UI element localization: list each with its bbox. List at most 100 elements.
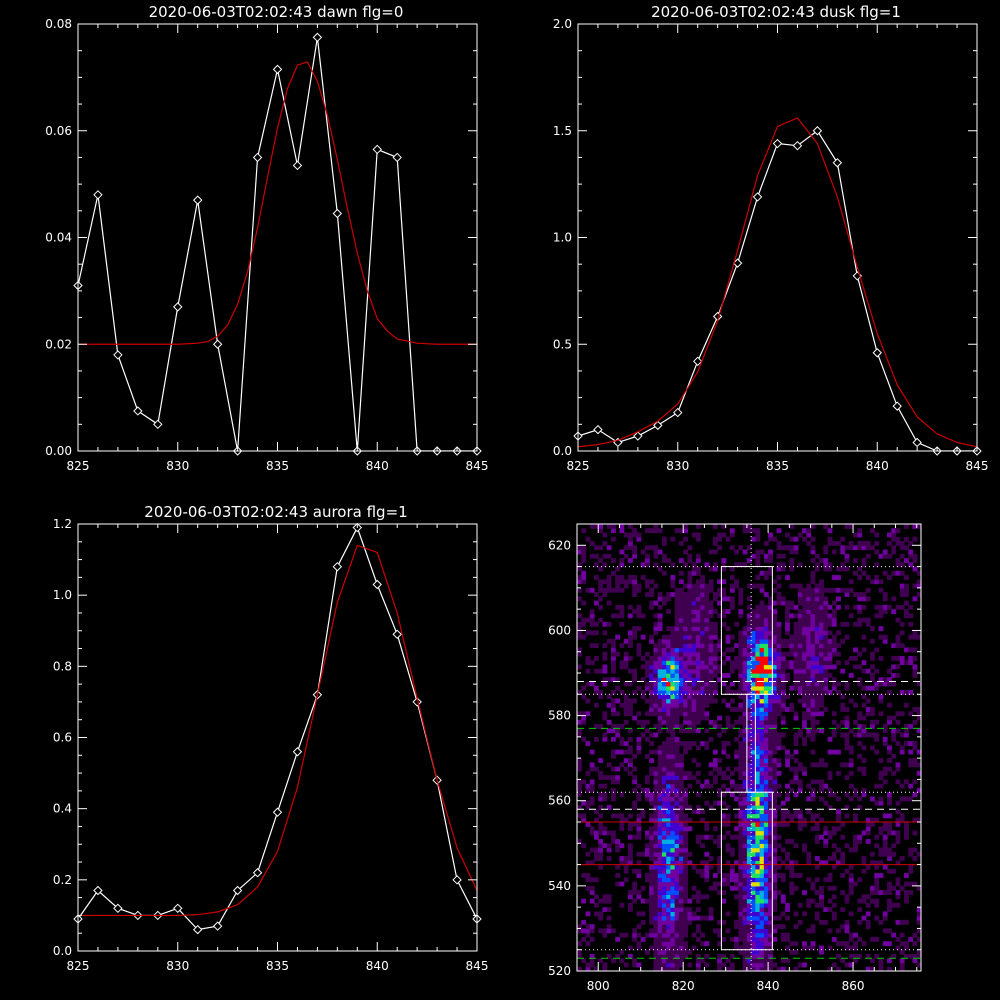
image-pixel bbox=[780, 562, 786, 568]
image-pixel bbox=[810, 762, 816, 768]
image-pixel bbox=[759, 898, 765, 904]
image-pixel bbox=[700, 660, 706, 666]
image-pixel bbox=[776, 643, 782, 649]
image-pixel bbox=[577, 651, 582, 657]
image-pixel bbox=[857, 728, 863, 734]
image-pixel bbox=[759, 822, 765, 827]
image-pixel bbox=[678, 707, 684, 712]
image-pixel bbox=[738, 902, 744, 908]
image-pixel bbox=[619, 528, 625, 534]
dawn-xtick-label: 835 bbox=[266, 459, 289, 473]
image-pixel bbox=[695, 668, 701, 674]
image-pixel bbox=[861, 728, 867, 734]
image-pixel bbox=[755, 638, 761, 644]
image-pixel bbox=[593, 834, 599, 840]
image-pixel bbox=[581, 528, 587, 534]
image-pixel bbox=[810, 945, 816, 951]
image-pixel bbox=[666, 775, 672, 781]
image-pixel bbox=[657, 698, 663, 704]
image-pixel bbox=[695, 660, 701, 666]
image-pixel bbox=[904, 609, 909, 614]
image-pixel bbox=[674, 673, 680, 678]
image-pixel bbox=[661, 907, 667, 912]
image-pixel bbox=[666, 924, 672, 930]
image-pixel bbox=[712, 690, 718, 695]
image-pixel bbox=[759, 966, 765, 971]
image-pixel bbox=[844, 715, 850, 721]
image-pixel bbox=[653, 877, 659, 883]
image-pixel bbox=[780, 668, 786, 674]
image-pixel bbox=[887, 758, 892, 763]
image-pixel bbox=[806, 673, 812, 678]
image-pixel bbox=[585, 800, 591, 806]
image-pixel bbox=[734, 945, 739, 951]
image-pixel bbox=[581, 553, 587, 559]
image-pixel bbox=[878, 851, 884, 857]
image-pixel bbox=[670, 924, 676, 930]
image-pixel bbox=[653, 783, 659, 789]
image-pixel bbox=[916, 787, 921, 793]
image-pixel bbox=[700, 651, 706, 657]
image-pixel bbox=[687, 664, 693, 670]
image-pixel bbox=[649, 911, 655, 917]
image-pixel bbox=[640, 936, 646, 942]
image-pixel bbox=[695, 936, 701, 942]
image-pixel bbox=[814, 864, 820, 870]
image-pixel bbox=[768, 668, 773, 674]
image-pixel bbox=[623, 553, 629, 559]
image-pixel bbox=[802, 621, 807, 627]
image-pixel bbox=[759, 945, 765, 951]
image-pixel bbox=[861, 702, 867, 708]
image-pixel bbox=[861, 541, 867, 546]
image-pixel bbox=[602, 532, 608, 538]
image-pixel bbox=[598, 826, 604, 832]
image-pixel bbox=[772, 719, 778, 725]
image-pixel bbox=[619, 575, 625, 580]
image-pixel bbox=[797, 787, 803, 793]
image-pixel bbox=[853, 945, 858, 951]
image-pixel bbox=[695, 804, 701, 810]
image-ytick-label: 600 bbox=[548, 623, 571, 637]
image-pixel bbox=[823, 621, 829, 627]
image-pixel bbox=[602, 541, 608, 546]
image-pixel bbox=[827, 907, 833, 912]
image-pixel bbox=[653, 890, 659, 895]
image-pixel bbox=[916, 949, 921, 955]
image-pixel bbox=[763, 570, 769, 576]
image-pixel bbox=[683, 626, 689, 632]
image-pixel bbox=[746, 766, 752, 772]
image-pixel bbox=[870, 664, 875, 670]
aurora-series-0-point bbox=[113, 903, 123, 914]
image-pixel bbox=[678, 664, 684, 670]
image-pixel bbox=[670, 749, 676, 755]
image-pixel bbox=[649, 915, 655, 921]
image-pixel bbox=[916, 579, 921, 585]
image-pixel bbox=[670, 745, 676, 751]
image-pixel bbox=[891, 885, 897, 891]
image-pixel bbox=[882, 813, 888, 819]
image-pixel bbox=[670, 894, 676, 900]
image-pixel bbox=[768, 898, 773, 904]
image-pixel bbox=[683, 673, 689, 678]
image-pixel bbox=[776, 924, 782, 930]
image-pixel bbox=[657, 617, 663, 623]
image-pixel bbox=[666, 660, 672, 666]
image-pixel bbox=[746, 830, 752, 836]
image-pixel bbox=[789, 779, 795, 785]
image-pixel bbox=[657, 668, 663, 674]
image-pixel bbox=[687, 907, 693, 912]
image-pixel bbox=[785, 575, 790, 580]
image-pixel bbox=[712, 758, 718, 763]
image-pixel bbox=[661, 634, 667, 640]
image-pixel bbox=[810, 660, 816, 666]
image-pixel bbox=[908, 868, 914, 874]
image-pixel bbox=[840, 621, 846, 627]
image-pixel bbox=[657, 817, 663, 823]
image-pixel bbox=[657, 915, 663, 921]
image-pixel bbox=[666, 953, 672, 959]
image-pixel bbox=[746, 864, 752, 870]
image-pixel bbox=[725, 702, 731, 708]
image-pixel bbox=[615, 604, 621, 610]
image-pixel bbox=[895, 877, 901, 883]
image-pixel bbox=[615, 839, 621, 844]
